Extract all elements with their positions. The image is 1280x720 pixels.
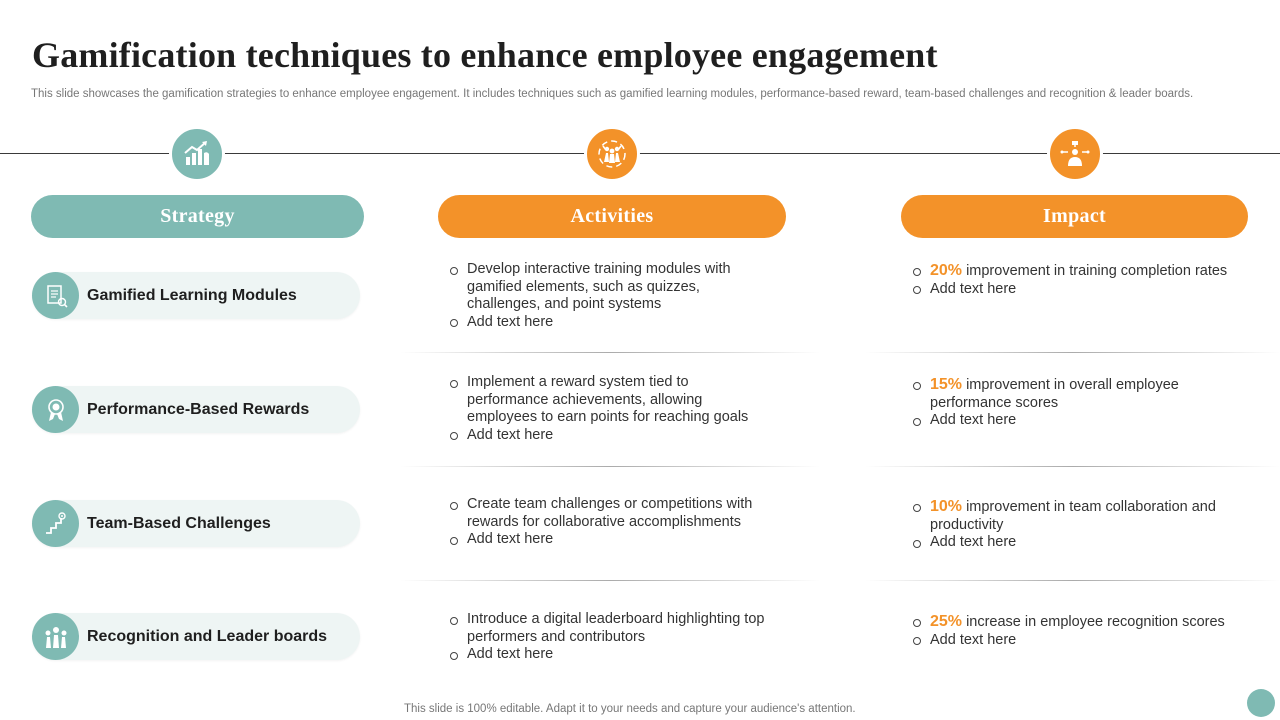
activities-header: Activities <box>438 195 786 238</box>
slide-footer-note: This slide is 100% editable. Adapt it to… <box>404 703 856 715</box>
learning-document-icon <box>32 272 79 319</box>
impact-percentage: 20% <box>930 262 963 279</box>
row-divider <box>400 352 820 353</box>
list-item: Add text here <box>912 412 1212 430</box>
team-celebration-icon <box>584 126 640 182</box>
list-item: Add text here <box>912 281 1242 299</box>
slide-title: Gamification techniques to enhance emplo… <box>32 35 938 75</box>
list-item: Create team challenges or competitions w… <box>449 496 769 531</box>
activities-list: Develop interactive training modules wit… <box>449 261 759 331</box>
list-item: Add text here <box>912 534 1232 552</box>
list-item: 10% improvement in team collaboration an… <box>912 498 1232 534</box>
activities-list: Introduce a digital leaderboard highligh… <box>449 611 779 664</box>
list-item: Develop interactive training modules wit… <box>449 261 759 314</box>
strategy-label: Recognition and Leader boards <box>87 627 328 645</box>
impact-text: increase in employee recognition scores <box>966 614 1225 630</box>
impact-text: improvement in overall employee performa… <box>930 377 1179 411</box>
presenter-icon <box>1047 126 1103 182</box>
strategy-label: Performance-Based Rewards <box>87 400 310 418</box>
strategy-label: Team-Based Challenges <box>87 514 271 532</box>
growth-chart-icon <box>169 126 225 182</box>
list-item: Add text here <box>449 531 769 549</box>
list-item: 15% improvement in overall employee perf… <box>912 376 1212 412</box>
list-item: Implement a reward system tied to perfor… <box>449 374 769 427</box>
slide-subtitle: This slide showcases the gamification st… <box>31 88 1194 100</box>
strategy-header: Strategy <box>31 195 364 238</box>
row-divider <box>400 580 820 581</box>
list-item: Add text here <box>449 646 779 664</box>
stairs-goal-icon <box>32 500 79 547</box>
impact-text: improvement in training completion rates <box>966 263 1228 279</box>
row-divider <box>865 580 1280 581</box>
impact-list: 15% improvement in overall employee perf… <box>912 376 1212 430</box>
list-item: Add text here <box>449 427 769 445</box>
row-divider <box>865 352 1280 353</box>
strategy-item-performance-rewards: Performance-Based Rewards <box>32 386 360 433</box>
list-item: Introduce a digital leaderboard highligh… <box>449 611 779 646</box>
impact-text: improvement in team collaboration and pr… <box>930 499 1216 533</box>
impact-percentage: 10% <box>930 498 963 515</box>
header-divider-line <box>0 153 1280 154</box>
impact-percentage: 15% <box>930 376 963 393</box>
list-item: Add text here <box>449 314 759 332</box>
strategy-label: Gamified Learning Modules <box>87 286 297 304</box>
team-recognition-icon <box>32 613 79 660</box>
corner-decoration-dot <box>1247 689 1275 717</box>
strategy-item-gamified-learning: Gamified Learning Modules <box>32 272 360 319</box>
impact-list: 20% improvement in training completion r… <box>912 262 1242 298</box>
activities-list: Create team challenges or competitions w… <box>449 496 769 549</box>
impact-percentage: 25% <box>930 613 963 630</box>
activities-list: Implement a reward system tied to perfor… <box>449 374 769 444</box>
impact-list: 25% increase in employee recognition sco… <box>912 613 1252 649</box>
strategy-item-recognition-leaderboards: Recognition and Leader boards <box>32 613 360 660</box>
impact-header: Impact <box>901 195 1248 238</box>
list-item: Add text here <box>912 632 1252 650</box>
row-divider <box>400 466 820 467</box>
award-medal-icon <box>32 386 79 433</box>
row-divider <box>865 466 1280 467</box>
strategy-item-team-challenges: Team-Based Challenges <box>32 500 360 547</box>
list-item: 25% increase in employee recognition sco… <box>912 613 1252 632</box>
list-item: 20% improvement in training completion r… <box>912 262 1242 281</box>
impact-list: 10% improvement in team collaboration an… <box>912 498 1232 552</box>
